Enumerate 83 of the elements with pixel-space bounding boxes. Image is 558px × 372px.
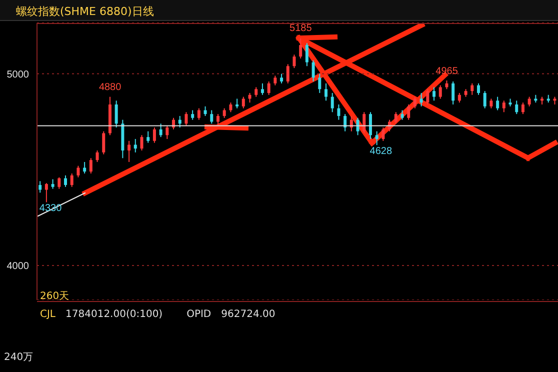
candlestick	[140, 134, 144, 151]
candlestick	[210, 110, 214, 124]
annotation: 4628	[368, 146, 394, 158]
candlestick	[58, 176, 61, 190]
candlestick	[267, 80, 270, 96]
candlestick	[337, 104, 340, 120]
candlestick	[420, 92, 423, 107]
candlestick	[51, 178, 54, 190]
candlestick	[159, 123, 162, 138]
text: 962724.00	[221, 309, 276, 320]
candlestick	[502, 100, 506, 113]
y-tick-label: 5000	[6, 69, 30, 80]
candlestick	[38, 180, 42, 194]
candlestick	[184, 112, 188, 126]
candlestick	[368, 112, 372, 140]
candlestick	[496, 96, 500, 111]
candlestick	[280, 73, 284, 84]
annotation: 5185	[288, 23, 313, 34]
candlestick	[83, 161, 86, 174]
candlestick	[344, 114, 347, 132]
annotation: 260天	[40, 290, 70, 303]
candlestick	[356, 117, 360, 136]
candlestick	[236, 98, 239, 109]
candlestick	[400, 110, 404, 120]
candlestick	[438, 84, 442, 100]
candlestick	[89, 158, 92, 174]
candlestick	[286, 64, 290, 84]
candlestick	[102, 130, 106, 155]
text: CJL	[40, 309, 56, 320]
candlestick	[178, 115, 182, 128]
candlestick	[528, 96, 531, 107]
candlestick	[330, 92, 334, 113]
y-tick-label: 4000	[6, 261, 30, 272]
candlestick	[96, 150, 99, 162]
candlestick	[407, 104, 410, 120]
candlestick	[204, 106, 207, 116]
candlestick	[242, 96, 245, 109]
candlestick	[292, 54, 296, 69]
text: OPID	[186, 309, 212, 320]
candlestick	[152, 126, 156, 144]
candlestick	[229, 102, 232, 113]
candlestick	[254, 86, 258, 98]
candlestick	[114, 100, 118, 128]
candlestick	[394, 112, 398, 124]
chart-title: 螺纹指数(SHME 6880)日线	[16, 4, 154, 19]
candlestick	[483, 90, 486, 109]
text: 240万	[4, 351, 34, 364]
candlestick	[260, 82, 264, 96]
candlestick	[299, 38, 302, 59]
candlestick	[426, 88, 430, 105]
candlestick	[312, 60, 315, 82]
candlestick	[452, 80, 455, 105]
candlestick	[318, 73, 322, 94]
candlestick	[64, 174, 68, 188]
candlestick	[216, 114, 220, 126]
candlestick	[521, 102, 524, 115]
annotation: 4965	[434, 66, 459, 76]
candlestick	[128, 140, 131, 162]
candlestick	[476, 82, 480, 96]
candlestick	[222, 108, 226, 118]
candlestick	[76, 165, 80, 178]
candlestick	[146, 130, 150, 144]
annotation: 4880	[98, 82, 122, 93]
candlestick	[44, 182, 48, 203]
candlestick	[413, 96, 416, 109]
candlestick	[305, 42, 308, 67]
candlestick	[324, 82, 328, 102]
candlestick	[362, 112, 366, 134]
candlestick	[248, 92, 252, 104]
candlestick	[134, 138, 137, 153]
candlestick	[382, 126, 385, 142]
candlestick	[70, 172, 74, 188]
candlestick	[470, 82, 474, 96]
candlestick	[515, 100, 518, 115]
text: 1784012.00(0:100)	[66, 309, 163, 320]
candlestick	[432, 86, 436, 102]
candlestick	[191, 110, 194, 120]
candlestick	[274, 75, 277, 86]
candlestick	[166, 125, 169, 140]
candlestick	[375, 130, 378, 146]
candlestick	[197, 108, 200, 120]
candlestick	[490, 98, 493, 109]
candlestick	[458, 92, 461, 104]
